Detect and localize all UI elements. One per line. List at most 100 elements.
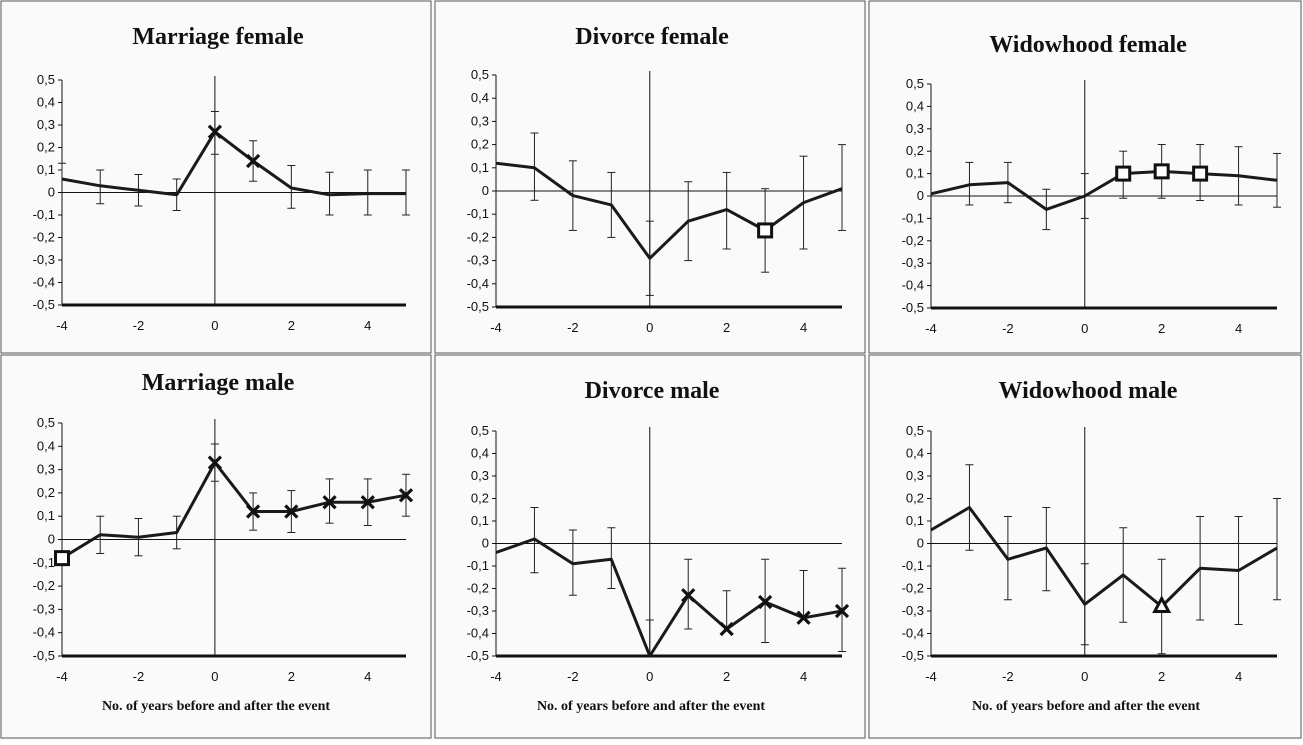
x-tick-label: 4: [364, 669, 371, 684]
x-marker-stroke: [360, 495, 375, 510]
x-tick-label: -4: [490, 320, 502, 335]
series-line: [61, 130, 406, 197]
x-tick-label: -2: [1002, 321, 1014, 336]
y-tick-label: -0,5: [902, 648, 924, 663]
x-tick-label: 2: [723, 669, 730, 684]
x-marker: [398, 488, 414, 503]
y-tick-label: 0,3: [37, 117, 55, 132]
panel-3: Widowhood female 0,5 0,4 0,3 0,2 0,1 0 -0,1 -0,2…: [902, 32, 1281, 336]
x-axis-label: No. of years before and after the event: [537, 699, 765, 714]
y-tick-label: 0,2: [37, 485, 55, 500]
square-marker: [1115, 165, 1132, 182]
panel-frame-1: [0, 0, 432, 354]
y-tick-label: -0,5: [33, 648, 55, 663]
y-tick-label: -0,3: [467, 603, 489, 618]
y-tick-label: -0,1: [467, 558, 489, 573]
y-tick-label: 0,1: [37, 508, 55, 523]
x-tick-label: -4: [56, 669, 68, 684]
y-tick-label: 0,3: [37, 462, 55, 477]
y-tick-label: 0: [917, 536, 924, 551]
x-marker: [207, 124, 223, 139]
y-tick-label: 0,3: [906, 121, 924, 136]
square-marker: [54, 550, 70, 567]
y-tick-label: 0,1: [906, 513, 924, 528]
y-tick-label: 0,3: [906, 468, 924, 483]
y-tick-label: 0,4: [906, 98, 924, 113]
panel-2: Divorce female 0,5 0,4 0,3 0,2 0,1 0 -0,1 -0,2 -0…: [467, 24, 846, 335]
x-tick-label: 4: [800, 669, 807, 684]
x-marker: [322, 495, 337, 510]
y-tick-label: -0,4: [33, 625, 55, 640]
x-marker: [757, 594, 773, 610]
x-tick-label: 0: [646, 320, 653, 335]
x-marker-stroke: [719, 621, 734, 637]
y-tick-label: 0,1: [37, 162, 55, 177]
x-marker-stroke: [322, 495, 337, 510]
y-tick-label: -0,5: [902, 300, 924, 315]
x-marker: [245, 504, 261, 519]
x-marker-stroke: [284, 504, 299, 519]
x-marker: [834, 603, 850, 619]
x-marker: [245, 153, 261, 169]
y-tick-label: -0,3: [902, 603, 924, 618]
error-bar: [645, 619, 654, 656]
x-tick-label: 2: [723, 320, 730, 335]
x-tick-label: 0: [1081, 321, 1088, 336]
y-tick-label: 0,3: [471, 468, 489, 483]
error-bar: [722, 590, 731, 629]
x-tick-label: 4: [1235, 669, 1242, 684]
x-tick-label: -4: [925, 669, 937, 684]
x-tick-label: 4: [364, 318, 371, 333]
panel-1: Marriage female 0,5 0,4 0,3 0,2 0,1 0 -0,1 -0,2 -…: [33, 24, 410, 333]
x-marker-stroke: [207, 455, 223, 470]
error-bar: [799, 570, 808, 618]
y-tick-label: 0,2: [906, 143, 924, 158]
panel-title: Widowhood female: [989, 32, 1187, 58]
x-marker-stroke: [681, 588, 696, 603]
y-tick-label: 0: [48, 532, 55, 547]
y-tick-label: -0,4: [902, 626, 924, 641]
y-tick-label: -0,1: [33, 207, 55, 222]
x-tick-label: 2: [1158, 321, 1165, 336]
triangle-marker: [1152, 595, 1172, 613]
x-tick-label: -2: [133, 669, 145, 684]
series-line: [930, 506, 1278, 608]
y-tick-label: -0,4: [467, 276, 489, 291]
x-tick-label: -2: [1002, 669, 1014, 684]
series-line: [495, 537, 843, 658]
x-tick-label: -2: [567, 320, 579, 335]
x-marker: [207, 455, 223, 470]
y-tick-label: 0,5: [906, 423, 924, 438]
y-tick-label: 0,2: [906, 491, 924, 506]
y-tick-label: -0,3: [902, 255, 924, 270]
y-tick-label: 0,2: [471, 491, 489, 506]
square-marker: [1192, 165, 1209, 182]
x-marker-stroke: [207, 124, 223, 139]
panel-frame-2: [434, 0, 866, 354]
y-tick-label: 0,5: [906, 76, 924, 91]
y-tick-label: -0,3: [33, 252, 55, 267]
x-tick-label: 0: [211, 669, 218, 684]
y-tick-label: 0,3: [471, 113, 489, 128]
y-tick-label: 0,2: [37, 140, 55, 155]
y-tick-label: -0,1: [467, 206, 489, 221]
y-tick-label: -0,2: [902, 233, 924, 248]
error-bar: [1273, 152, 1281, 208]
x-marker: [796, 610, 811, 625]
y-tick-label: -0,2: [33, 578, 55, 593]
y-tick-label: 0,4: [471, 90, 489, 105]
panel-title: Divorce male: [585, 378, 720, 404]
panel-frame-4: [0, 354, 432, 739]
panel-title: Marriage male: [142, 370, 295, 396]
panel-4: Marriage male 0,5 0,4 0,3 0,2 0,1 0 -0,1 -0,2 -0,…: [33, 370, 414, 714]
y-tick-label: 0: [482, 183, 489, 198]
x-marker-stroke: [796, 610, 811, 625]
panel-title: Divorce female: [575, 24, 729, 50]
x-tick-label: 0: [646, 669, 653, 684]
x-marker: [719, 621, 734, 637]
series-line: [495, 161, 843, 260]
y-tick-label: -0,3: [33, 601, 55, 616]
series-line: [930, 169, 1278, 211]
panel-frame-6: [868, 354, 1302, 739]
